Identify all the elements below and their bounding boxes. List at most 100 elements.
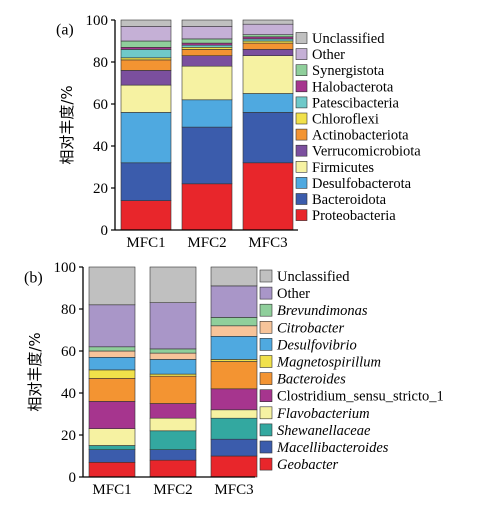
- bar-segment: [181, 38, 233, 44]
- legend-item: Patescibacteria: [295, 95, 400, 111]
- bar-segment: [181, 55, 233, 67]
- chart-panel-0: (a) 相对丰度/% MFC1 MFC2 MFC3 0 20 40 60 80 100 Unclass…: [56, 13, 421, 251]
- x-tick-label: MFC3: [214, 482, 253, 498]
- legend-label: Firmicutes: [312, 160, 374, 176]
- legend-swatch: [295, 32, 308, 44]
- bar-segment: [181, 19, 233, 27]
- legend-swatch: [259, 269, 273, 283]
- legend-label: Verrucomicrobiota: [312, 144, 421, 160]
- bar-segment: [242, 42, 294, 50]
- bar-segment: [242, 34, 294, 38]
- legend-item: Geobacter: [259, 457, 339, 473]
- y-tick-label: 80: [61, 302, 76, 318]
- y-tick-label: 0: [69, 470, 77, 486]
- legend-item: Citrobacter: [259, 320, 344, 336]
- legend-swatch: [259, 286, 273, 300]
- y-tick-label: 80: [93, 55, 108, 71]
- bar-segment: [88, 449, 136, 463]
- bar-segment: [242, 93, 294, 113]
- bar-segment: [181, 44, 233, 48]
- y-axis-label: 相对丰度/%: [26, 332, 44, 411]
- bar-segment: [88, 461, 136, 478]
- legend-item: Flavobacterium: [259, 406, 370, 422]
- bar-segment: [210, 335, 258, 360]
- bar-segment: [210, 455, 258, 478]
- bar-segment: [88, 377, 136, 402]
- bar-segment: [88, 428, 136, 446]
- legend-label: Patescibacteria: [312, 95, 400, 111]
- bar-segment: [120, 19, 172, 27]
- x-tick-label: MFC2: [153, 482, 192, 498]
- legend-item: Macellibacteroides: [259, 440, 389, 456]
- y-tick-label: 20: [61, 428, 76, 444]
- y-tick-label: 60: [93, 97, 108, 113]
- bar-segment: [149, 359, 197, 375]
- legend-label: Halobacterota: [312, 79, 394, 95]
- legend-label: Macellibacteroides: [276, 440, 389, 456]
- bar-segment: [181, 99, 233, 128]
- legend-label: Shewanellaceae: [277, 423, 371, 439]
- bar-segment: [181, 183, 233, 231]
- legend-swatch: [259, 406, 273, 420]
- bar-segment: [120, 70, 172, 86]
- legend-label: Other: [312, 47, 345, 63]
- legend-item: Synergistota: [295, 63, 385, 79]
- legend-swatch: [259, 423, 273, 437]
- bar-segment: [242, 49, 294, 57]
- y-tick-label: 60: [61, 344, 76, 360]
- legend-label: Desulfovibrio: [276, 337, 357, 353]
- bar-segment: [149, 417, 197, 432]
- bar-segment: [149, 352, 197, 360]
- y-tick-label: 40: [61, 386, 76, 402]
- y-tick-label: 0: [101, 223, 109, 239]
- legend-swatch: [259, 303, 273, 317]
- bar-segment: [88, 346, 136, 352]
- bar-segment: [242, 38, 294, 42]
- bar-segment: [181, 46, 233, 50]
- legend-item: Firmicutes: [295, 160, 374, 176]
- bar-segment: [88, 266, 136, 306]
- bar-segment: [149, 403, 197, 419]
- bar-segment: [181, 65, 233, 101]
- legend-label: Chloroflexi: [312, 112, 379, 128]
- bar-segment: [120, 46, 172, 50]
- bar-segment: [88, 445, 136, 450]
- bar-segment: [210, 285, 258, 318]
- bar-segment: [88, 304, 136, 348]
- legend-swatch: [295, 80, 308, 93]
- bar-segment: [210, 361, 258, 390]
- legend-swatch: [295, 96, 308, 109]
- y-axis-label: 相对丰度/%: [58, 85, 76, 164]
- legend-label: Unclassified: [312, 31, 385, 47]
- legend-label: Synergistota: [312, 63, 385, 79]
- bar-segment: [210, 325, 258, 337]
- bar-segment: [242, 112, 294, 164]
- legend-swatch: [295, 64, 308, 76]
- bar-segment: [242, 19, 294, 25]
- legend-label: Magnetospirillum: [276, 355, 381, 371]
- legend-item: Other: [259, 286, 310, 302]
- legend-label: Unclassified: [277, 269, 350, 285]
- legend-item: Clostridium_sensu_stricto_1: [259, 389, 444, 405]
- legend-label: Proteobacteria: [312, 208, 396, 224]
- legend-swatch: [259, 338, 273, 351]
- bar-segment: [149, 373, 197, 377]
- panel-label: (a): [56, 21, 74, 38]
- y-tick-label: 100: [86, 13, 109, 29]
- bar-segment: [210, 317, 258, 327]
- legend-label: Bacteroidota: [312, 192, 387, 208]
- legend-label: Brevundimonas: [277, 303, 368, 319]
- legend-item: Unclassified: [259, 269, 350, 285]
- legend-swatch: [259, 320, 273, 334]
- bar-segment: [120, 112, 172, 164]
- bar-segment: [181, 42, 233, 46]
- bar-segment: [242, 36, 294, 40]
- legend-item: Desulfovibrio: [259, 337, 357, 353]
- y-tick-label: 20: [93, 181, 108, 197]
- bar-segment: [181, 126, 233, 185]
- legend-swatch: [295, 128, 308, 141]
- bar-segment: [242, 55, 294, 94]
- legend: UnclassifiedOtherSynergistotaHalobactero…: [295, 31, 421, 224]
- legend-item: Bacteroides: [259, 372, 346, 388]
